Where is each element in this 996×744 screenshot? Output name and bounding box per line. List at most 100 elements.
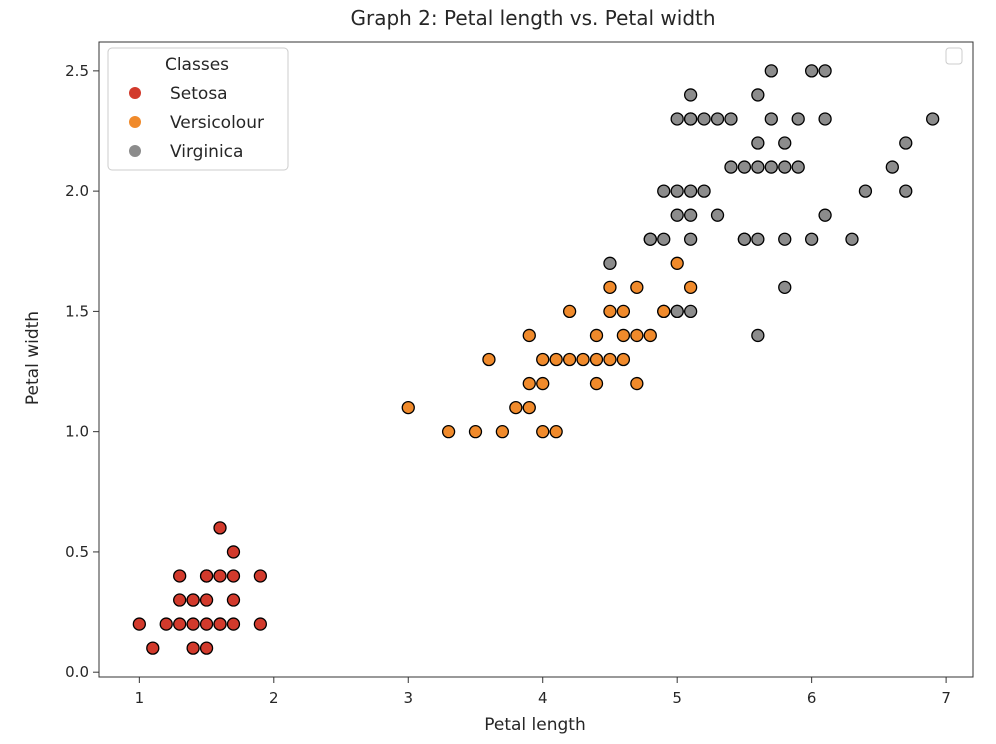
- point-versicolour: [657, 304, 671, 319]
- point-setosa: [159, 617, 173, 631]
- point-virginica: [818, 208, 832, 222]
- point-virginica: [670, 208, 684, 222]
- point-versicolour: [589, 328, 604, 343]
- point-setosa: [253, 617, 268, 631]
- legend: Classes Setosa Versicolour Virginica: [107, 47, 289, 171]
- point-versicolour: [562, 304, 577, 319]
- point-virginica: [751, 328, 765, 343]
- point-versicolour: [603, 280, 617, 294]
- point-virginica: [670, 304, 684, 319]
- y-tick-label: 1.0: [65, 423, 89, 441]
- point-virginica: [764, 64, 778, 78]
- point-virginica: [751, 136, 765, 150]
- legend-label-versicolour: Versicolour: [170, 113, 264, 133]
- point-setosa: [173, 593, 187, 607]
- point-virginica: [657, 184, 671, 198]
- y-tick-label: 2.5: [65, 62, 89, 80]
- point-versicolour: [441, 425, 456, 439]
- point-virginica: [670, 184, 684, 198]
- point-virginica: [818, 112, 832, 126]
- point-virginica: [899, 184, 913, 198]
- point-virginica: [697, 184, 711, 198]
- point-versicolour: [603, 304, 617, 319]
- y-tick-label: 2.0: [65, 182, 89, 200]
- y-tick-label: 0.0: [65, 663, 89, 681]
- legend-marker-virginica: [129, 145, 141, 157]
- point-versicolour: [576, 352, 590, 367]
- y-axis-label: Petal width: [23, 311, 43, 405]
- empty-legend-box: [945, 47, 963, 65]
- legend-title: Classes: [165, 55, 229, 75]
- point-setosa: [186, 593, 200, 607]
- point-versicolour: [536, 376, 550, 391]
- point-versicolour: [603, 352, 617, 367]
- point-versicolour: [616, 352, 631, 367]
- x-tick-label: 6: [807, 689, 817, 707]
- point-virginica: [778, 280, 792, 294]
- x-tick-label: 5: [672, 689, 682, 707]
- point-virginica: [804, 232, 819, 246]
- plot-frame: [98, 41, 974, 678]
- point-virginica: [751, 88, 765, 102]
- point-virginica: [778, 136, 792, 150]
- point-versicolour: [536, 352, 550, 367]
- point-virginica: [683, 208, 698, 222]
- point-versicolour: [522, 328, 536, 343]
- point-setosa: [173, 617, 187, 631]
- point-versicolour: [683, 280, 698, 294]
- chart-title: Graph 2: Petal length vs. Petal width: [350, 6, 715, 30]
- point-setosa: [199, 593, 214, 607]
- point-virginica: [737, 232, 752, 246]
- point-virginica: [683, 184, 698, 198]
- point-virginica: [724, 112, 738, 126]
- point-setosa: [186, 641, 200, 655]
- point-versicolour: [509, 400, 523, 415]
- point-versicolour: [549, 352, 563, 367]
- point-setosa: [199, 641, 214, 655]
- point-virginica: [778, 232, 792, 246]
- legend-label-virginica: Virginica: [170, 142, 243, 162]
- point-virginica: [899, 136, 913, 150]
- point-setosa: [213, 617, 227, 631]
- point-virginica: [683, 232, 698, 246]
- point-virginica: [845, 232, 859, 246]
- point-virginica: [791, 112, 805, 126]
- point-versicolour: [536, 425, 550, 439]
- y-tick-label: 0.5: [65, 543, 89, 561]
- point-setosa: [226, 593, 241, 607]
- point-virginica: [885, 160, 899, 174]
- point-setosa: [226, 569, 241, 583]
- point-virginica: [643, 232, 657, 246]
- point-virginica: [926, 112, 940, 126]
- x-tick-label: 1: [135, 689, 145, 707]
- x-tick-label: 3: [403, 689, 413, 707]
- x-tick-label: 4: [538, 689, 548, 707]
- point-virginica: [751, 232, 765, 246]
- point-versicolour: [630, 328, 644, 343]
- plot-area: 1 2 3 4 5 6 7 0.0 0.5 1.0 1.5 2.0 2.5: [65, 41, 974, 707]
- point-virginica: [683, 304, 698, 319]
- legend-marker-setosa: [129, 87, 141, 99]
- x-axis-label: Petal length: [484, 715, 586, 735]
- point-versicolour: [522, 376, 536, 391]
- point-virginica: [683, 112, 698, 126]
- point-setosa: [186, 617, 200, 631]
- point-versicolour: [522, 400, 536, 415]
- point-versicolour: [468, 425, 483, 439]
- point-versicolour: [401, 400, 415, 415]
- point-virginica: [751, 160, 765, 174]
- point-setosa: [132, 617, 146, 631]
- point-setosa: [173, 569, 187, 583]
- point-setosa: [199, 617, 214, 631]
- point-setosa: [253, 569, 268, 583]
- point-versicolour: [482, 352, 496, 367]
- point-setosa: [213, 569, 227, 583]
- point-versicolour: [643, 328, 657, 343]
- point-versicolour: [616, 328, 631, 343]
- x-tick-label: 7: [941, 689, 951, 707]
- point-versicolour: [589, 376, 604, 391]
- point-virginica: [737, 160, 752, 174]
- legend-label-setosa: Setosa: [170, 84, 228, 104]
- point-setosa: [146, 641, 160, 655]
- point-virginica: [670, 112, 684, 126]
